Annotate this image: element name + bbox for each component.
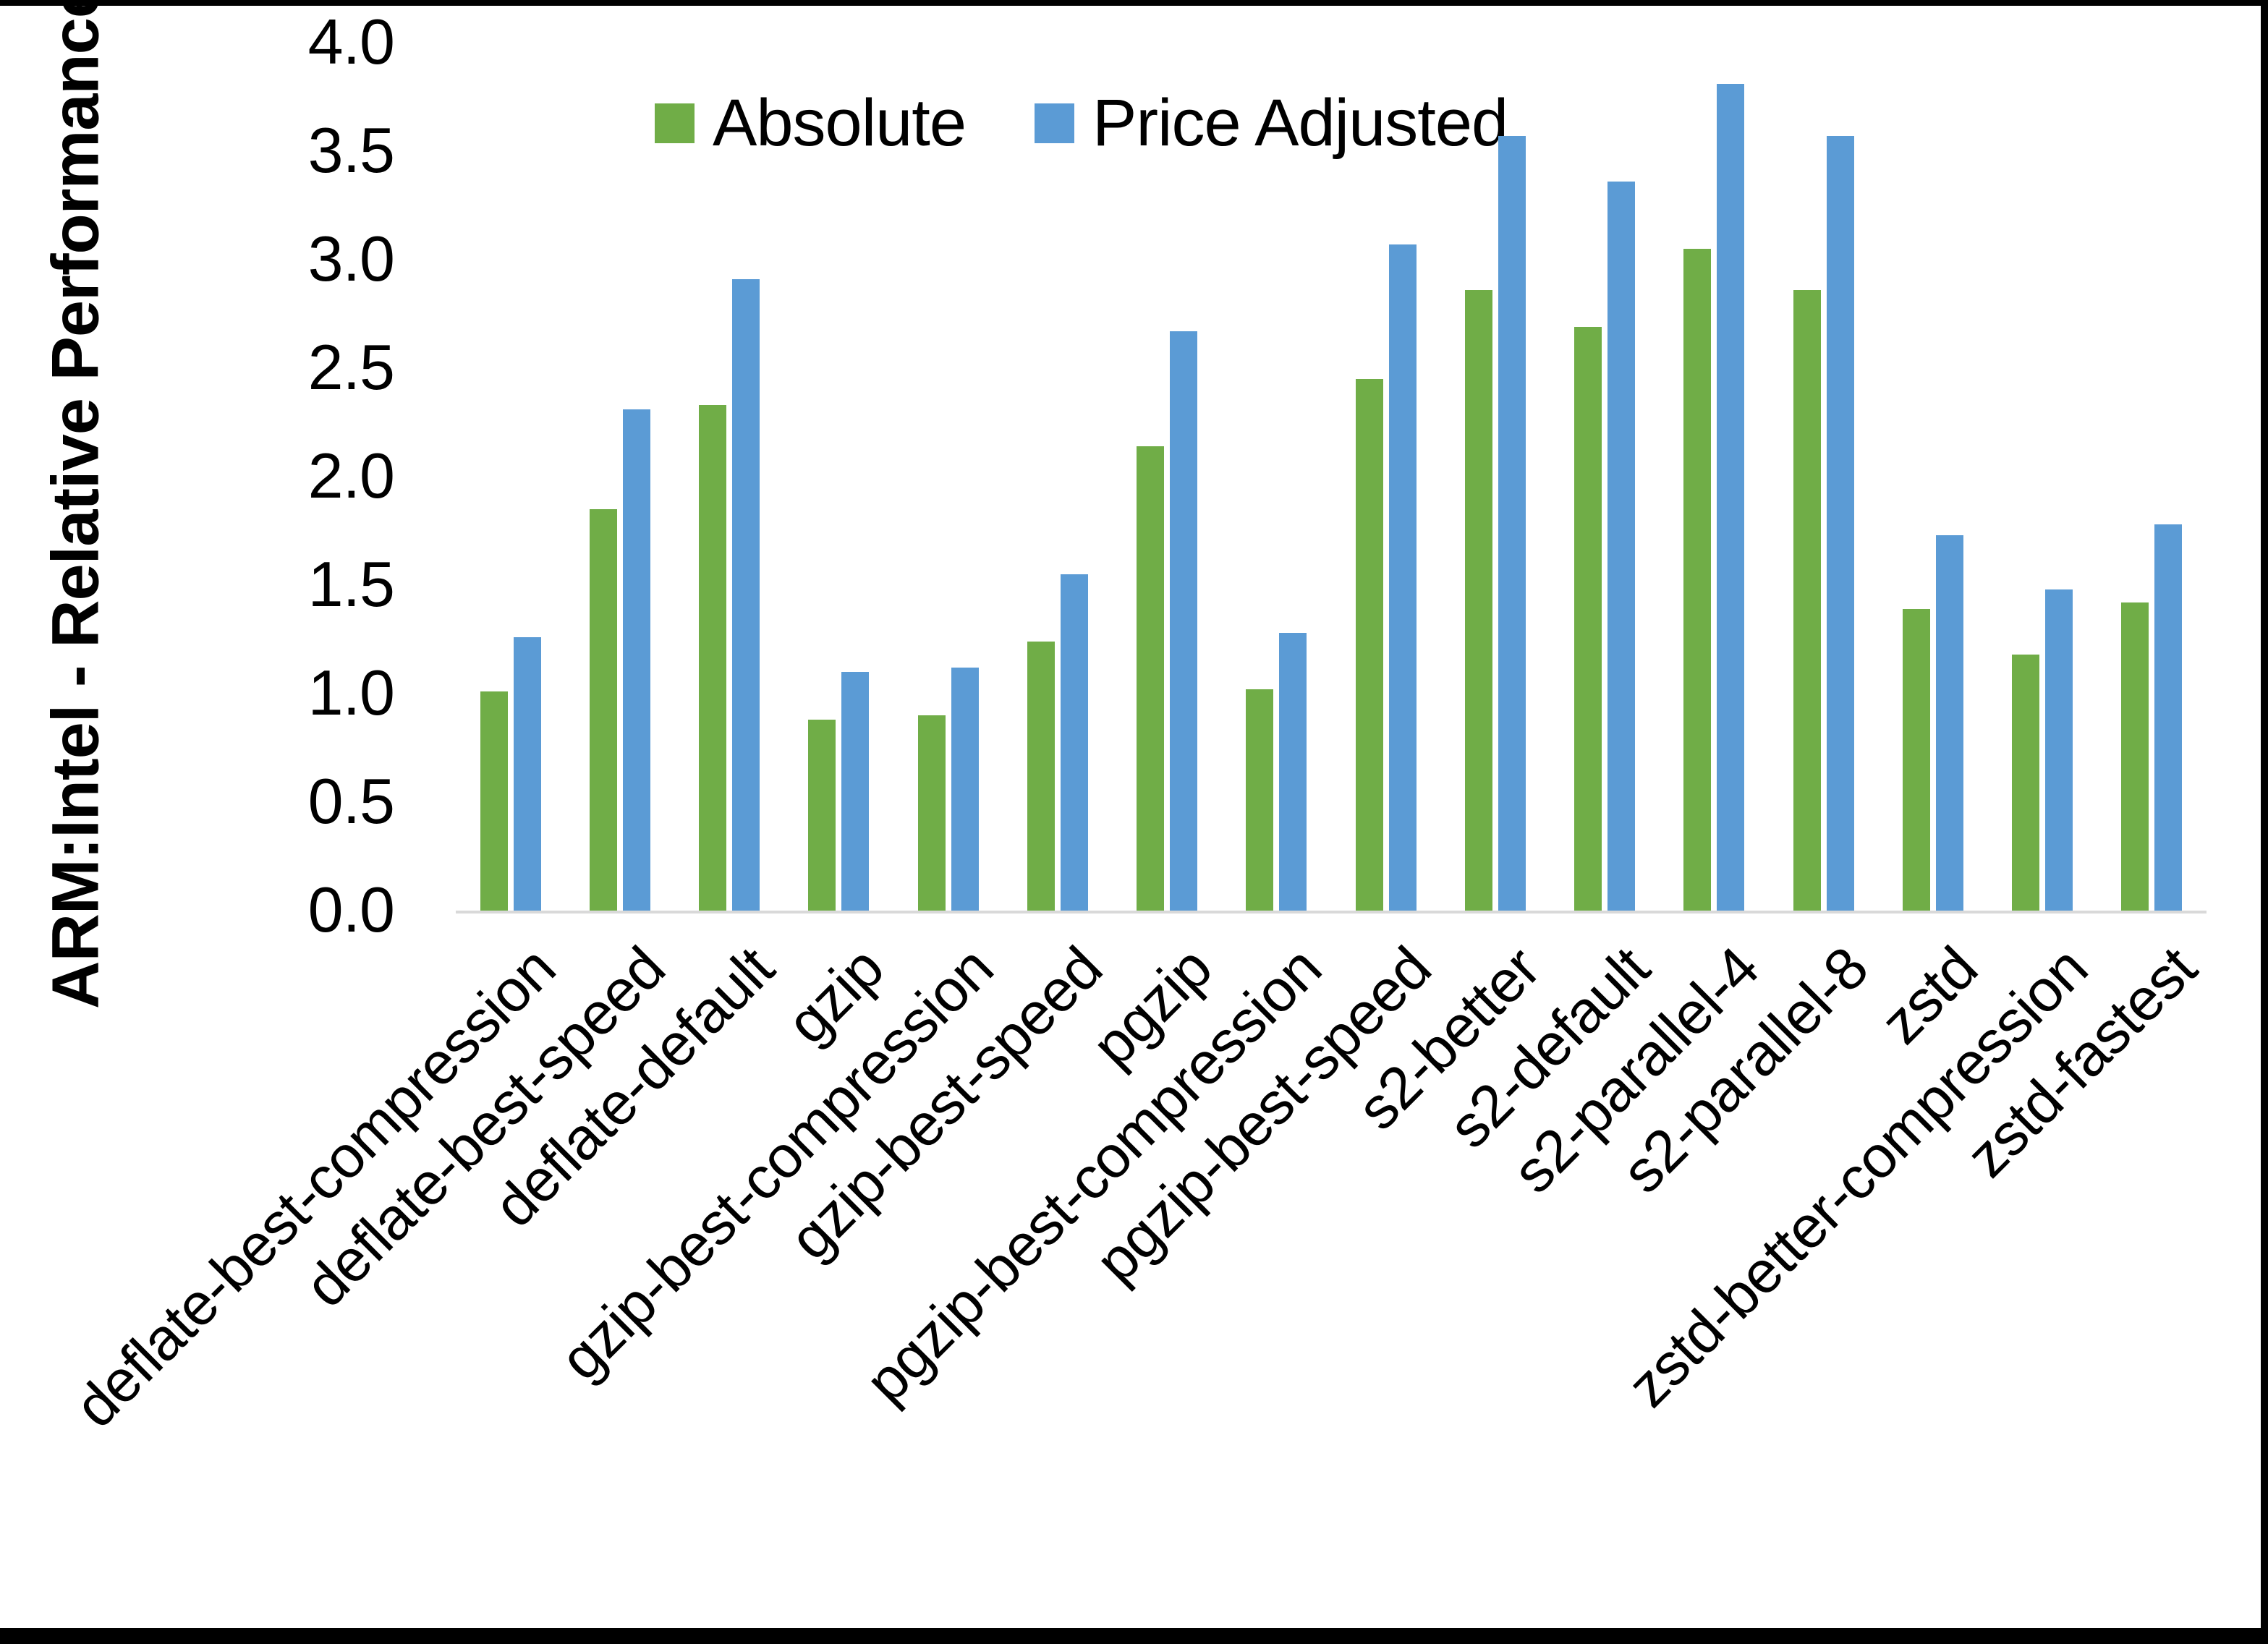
bar-group-s2-parallel-8 — [1769, 136, 1878, 911]
bar-group-deflate-default — [675, 279, 784, 911]
screenshot-bottom-border — [0, 1628, 2268, 1644]
bar-group-pgzip-best-compression — [1222, 633, 1331, 911]
bar-absolute-s2-default — [1574, 327, 1602, 911]
bar-group-deflate-best-compression — [456, 637, 565, 911]
legend-item-price-adjusted: Price Adjusted — [1035, 85, 1508, 161]
bar-group-s2-default — [1550, 182, 1660, 911]
bar-absolute-deflate-best-compression — [480, 691, 508, 911]
legend-label-price-adjusted: Price Adjusted — [1092, 86, 1508, 160]
screenshot-top-border — [0, 0, 2268, 6]
bar-price-adjusted-s2-parallel-4 — [1717, 84, 1745, 911]
bar-price-adjusted-pgzip-best-speed — [1388, 244, 1417, 911]
bar-price-adjusted-gzip-best-compression — [951, 668, 979, 911]
y-axis-tick-label: 0.0 — [307, 874, 395, 945]
y-axis-tick-label: 4.0 — [307, 6, 395, 77]
y-axis-tick-label: 0.5 — [307, 765, 395, 837]
bar-price-adjusted-pgzip — [1170, 331, 1198, 911]
bar-absolute-zstd-fastest — [2121, 602, 2149, 911]
bar-absolute-pgzip — [1137, 446, 1165, 911]
bar-absolute-gzip-best-compression — [917, 715, 946, 911]
bar-price-adjusted-deflate-default — [732, 279, 760, 911]
bar-group-zstd-fastest — [2097, 524, 2207, 911]
y-axis-tick-label: 3.0 — [307, 223, 395, 294]
bar-absolute-zstd — [1902, 609, 1930, 911]
bar-price-adjusted-s2-parallel-8 — [1826, 136, 1854, 911]
bar-price-adjusted-pgzip-best-compression — [1279, 633, 1307, 911]
bar-price-adjusted-deflate-best-compression — [513, 637, 541, 911]
bar-absolute-s2-parallel-8 — [1793, 290, 1821, 911]
bar-price-adjusted-s2-default — [1607, 182, 1636, 911]
bar-group-pgzip — [1113, 331, 1222, 911]
bar-price-adjusted-s2-better — [1498, 136, 1526, 911]
bar-absolute-zstd-better-compression — [2012, 655, 2040, 911]
y-axis-title: ARM:Intel - Relative Performance — [38, 0, 113, 1009]
bar-absolute-deflate-best-speed — [589, 509, 617, 911]
legend-item-absolute: Absolute — [655, 85, 967, 161]
y-axis-tick-label: 3.5 — [307, 114, 395, 186]
y-axis-tick-label: 2.0 — [307, 440, 395, 511]
bar-group-s2-parallel-4 — [1660, 84, 1769, 911]
bar-group-pgzip-best-speed — [1331, 244, 1440, 911]
bar-price-adjusted-deflate-best-speed — [622, 409, 650, 911]
y-axis-tick-label: 2.5 — [307, 331, 395, 403]
bar-group-deflate-best-speed — [565, 409, 674, 911]
bar-absolute-gzip-best-speed — [1027, 642, 1055, 911]
y-axis-tick-label: 1.0 — [307, 657, 395, 728]
bar-group-gzip-best-speed — [1003, 574, 1112, 911]
bar-absolute-s2-better — [1464, 290, 1492, 911]
chart-legend: Absolute Price Adjusted — [655, 85, 1508, 161]
bar-absolute-pgzip-best-compression — [1246, 689, 1274, 911]
bar-group-zstd — [1878, 535, 1987, 911]
legend-swatch-price-adjusted — [1035, 103, 1075, 143]
bar-group-s2-better — [1440, 136, 1550, 911]
bar-absolute-pgzip-best-speed — [1355, 379, 1383, 911]
bar-price-adjusted-zstd-better-compression — [2045, 589, 2073, 911]
bar-group-gzip — [784, 672, 893, 911]
bar-group-zstd-better-compression — [1988, 589, 2097, 911]
plot-area — [456, 42, 2207, 913]
bar-price-adjusted-zstd — [1935, 535, 1963, 911]
bar-absolute-gzip — [808, 720, 836, 911]
bar-price-adjusted-zstd-fastest — [2154, 524, 2183, 911]
bar-price-adjusted-gzip-best-speed — [1060, 574, 1088, 911]
y-axis-tick-label: 1.5 — [307, 548, 395, 620]
screenshot-right-border — [2261, 0, 2268, 1644]
bar-group-gzip-best-compression — [893, 668, 1003, 911]
bar-absolute-s2-parallel-4 — [1683, 249, 1712, 911]
legend-swatch-absolute — [655, 103, 695, 143]
legend-label-absolute: Absolute — [713, 86, 967, 160]
bar-price-adjusted-gzip — [841, 672, 870, 911]
bar-absolute-deflate-default — [699, 405, 727, 911]
